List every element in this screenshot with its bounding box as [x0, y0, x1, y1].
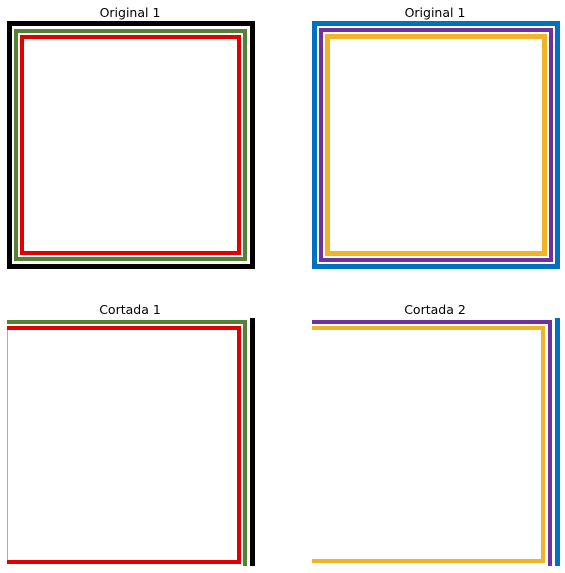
inner-frame — [325, 34, 547, 256]
outer-frame — [7, 318, 255, 566]
image-panel-1 — [7, 21, 255, 269]
image-panel-2 — [312, 21, 560, 269]
outer-frame — [312, 21, 560, 269]
middle-frame — [319, 28, 553, 262]
image-panel-3 — [7, 318, 255, 566]
middle-frame — [14, 29, 247, 261]
middle-frame — [312, 320, 552, 566]
inner-frame — [20, 35, 241, 255]
left-edge-line — [7, 330, 8, 560]
panel-title-4: Cortada 2 — [404, 302, 466, 317]
outer-frame — [312, 318, 560, 566]
inner-frame — [7, 326, 241, 564]
image-panel-4 — [312, 318, 560, 566]
middle-frame — [7, 320, 247, 566]
panel-title-3: Cortada 1 — [99, 302, 161, 317]
outer-frame — [7, 21, 255, 269]
inner-frame — [312, 326, 545, 563]
panel-title-2: Original 1 — [404, 5, 466, 20]
panel-title-1: Original 1 — [99, 5, 161, 20]
